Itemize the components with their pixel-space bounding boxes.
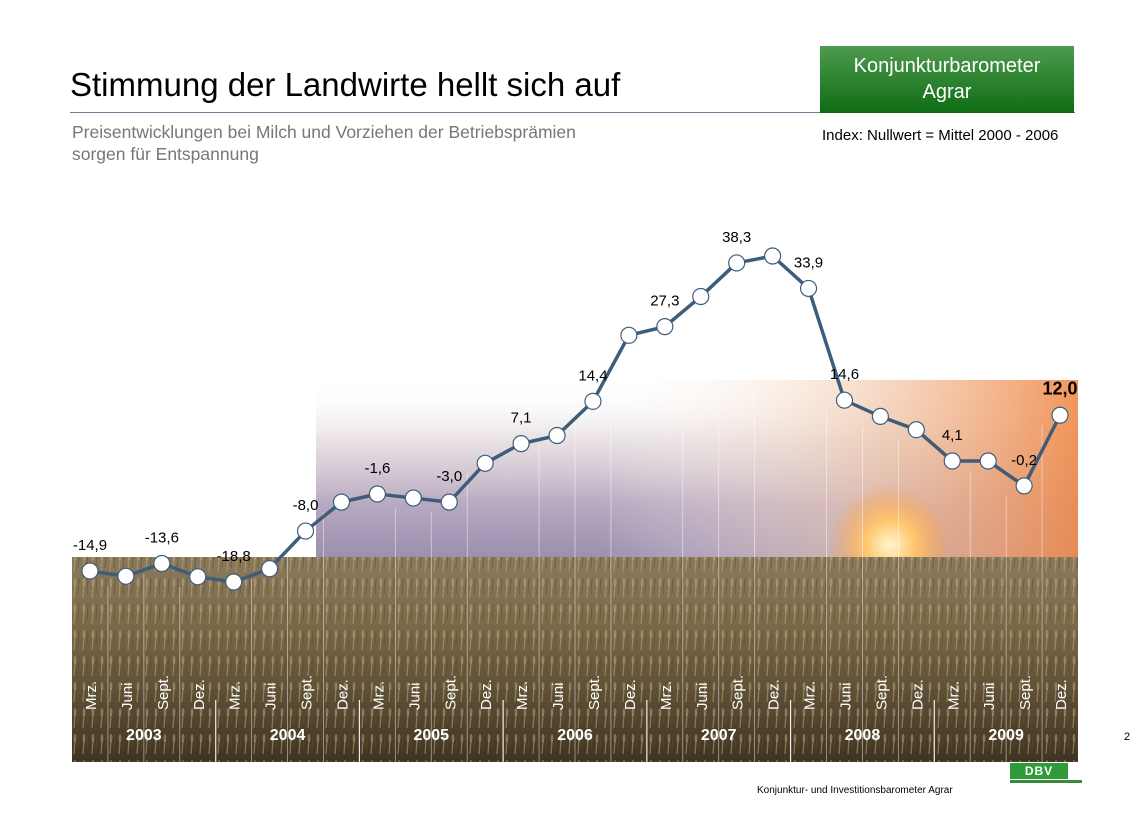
year-label: 2004 [270,727,306,744]
footer-text: Konjunktur- und Investitionsbarometer Ag… [757,785,953,796]
data-point [476,454,494,472]
data-label: 7,1 [511,410,532,427]
data-label: -3,0 [436,468,462,485]
data-point [584,392,602,410]
data-point [153,554,171,573]
data-point [332,493,351,511]
x-tick-label: Sept. [1017,675,1034,710]
data-point [261,560,279,578]
data-point [979,452,997,470]
data-point [656,318,674,336]
x-tick-label: Juni [981,682,998,710]
data-label: 38,3 [722,229,751,246]
x-tick-label: Mrz. [658,681,675,710]
data-point [81,562,99,580]
x-tick-label: Sept. [155,675,172,710]
page-title: Stimmung der Landwirte hellt sich auf [70,66,621,103]
series-polyline [89,254,1062,584]
data-point [692,287,710,306]
x-tick-label: Dez. [909,679,926,710]
data-point [907,421,925,439]
data-labels: -14,9 -13,6 -18,8 -8,0 -1,6 -3,0 7,1 14,4 27,3 38… [73,229,1078,565]
x-tick-label: Mrz. [514,681,531,710]
data-point [1015,477,1033,495]
data-label: -13,6 [145,530,179,547]
data-point [296,522,315,540]
data-label: -8,0 [293,497,319,514]
series-line [89,254,1062,584]
x-tick-label: Juni [406,682,423,710]
year-label: 2009 [988,727,1024,744]
year-label: 2003 [126,727,162,744]
data-label: -1,6 [364,460,390,477]
x-tick-label: Sept. [586,675,603,710]
year-label: 2007 [701,727,737,744]
logo-caption-bar [1010,780,1082,783]
x-tick-label: Juni [550,682,567,710]
data-point [728,254,746,272]
data-point [225,573,243,591]
data-label: -14,9 [73,537,107,554]
index-note: Index: Nullwert = Mittel 2000 - 2006 [822,127,1059,144]
data-point [512,435,530,453]
x-tick-label: Sept. [730,675,747,710]
x-tick-label: Dez. [622,679,639,710]
data-point [368,485,386,503]
x-tick-label: Mrz. [83,681,100,710]
x-tick-label: Juni [263,682,280,710]
data-label: 27,3 [650,293,679,310]
badge-line-2: Agrar [922,81,972,103]
data-label: 33,9 [794,254,823,271]
data-label: -0,2 [1011,452,1037,469]
x-tick-label: Juni [119,682,136,710]
x-tick-label: Mrz. [370,681,387,710]
page-number: 2 [1124,731,1131,743]
data-point [764,247,782,265]
data-point [620,326,638,344]
data-point [943,452,961,470]
grid-lines [107,390,1043,762]
data-point [799,279,818,298]
data-point [189,568,207,586]
x-tick-label: Mrz. [227,681,244,710]
data-point [548,426,566,445]
x-tick-label: Sept. [299,675,316,710]
dbv-logo: DBV [1010,763,1068,779]
barometer-badge: Konjunkturbarometer Agrar [820,46,1074,113]
x-tick-label: Mrz. [945,681,962,710]
subtitle-line-2: sorgen für Entspannung [72,144,259,164]
subtitle-line-1: Preisentwicklungen bei Milch und Vorzieh… [72,122,576,142]
year-label: 2006 [557,727,593,744]
x-tick-label: Dez. [766,679,783,710]
x-tick-label: Sept. [873,675,890,710]
data-point [1051,406,1069,424]
x-tick-label: Dez. [478,679,495,710]
x-tick-label: Sept. [442,675,459,710]
x-tick-label: Juni [694,682,711,710]
data-markers [81,247,1069,591]
x-axis-labels: Mrz. Juni Sept. Dez. Mrz. Juni Sept. Dez. Mrz. Ju… [83,675,1070,744]
data-point [117,567,135,585]
x-tick-label: Mrz. [802,681,819,710]
data-point [871,407,889,426]
year-label: 2008 [845,727,881,744]
badge-line-1: Konjunkturbarometer [853,55,1041,77]
x-tick-label: Dez. [1053,679,1070,710]
x-tick-label: Juni [837,682,854,710]
x-tick-label: Dez. [334,679,351,710]
title-divider [70,112,1075,113]
data-label: 14,6 [830,366,859,383]
x-tick-label: Dez. [191,679,208,710]
data-label: 14,4 [578,367,607,384]
data-label: 12,0 [1043,378,1078,398]
page-subtitle: Preisentwicklungen bei Milch und Vorzieh… [72,121,576,165]
data-label: 4,1 [942,427,963,444]
year-label: 2005 [413,727,449,744]
data-point [835,391,854,409]
data-point [440,493,458,511]
data-point [404,489,422,507]
data-label: -18,8 [217,548,251,565]
